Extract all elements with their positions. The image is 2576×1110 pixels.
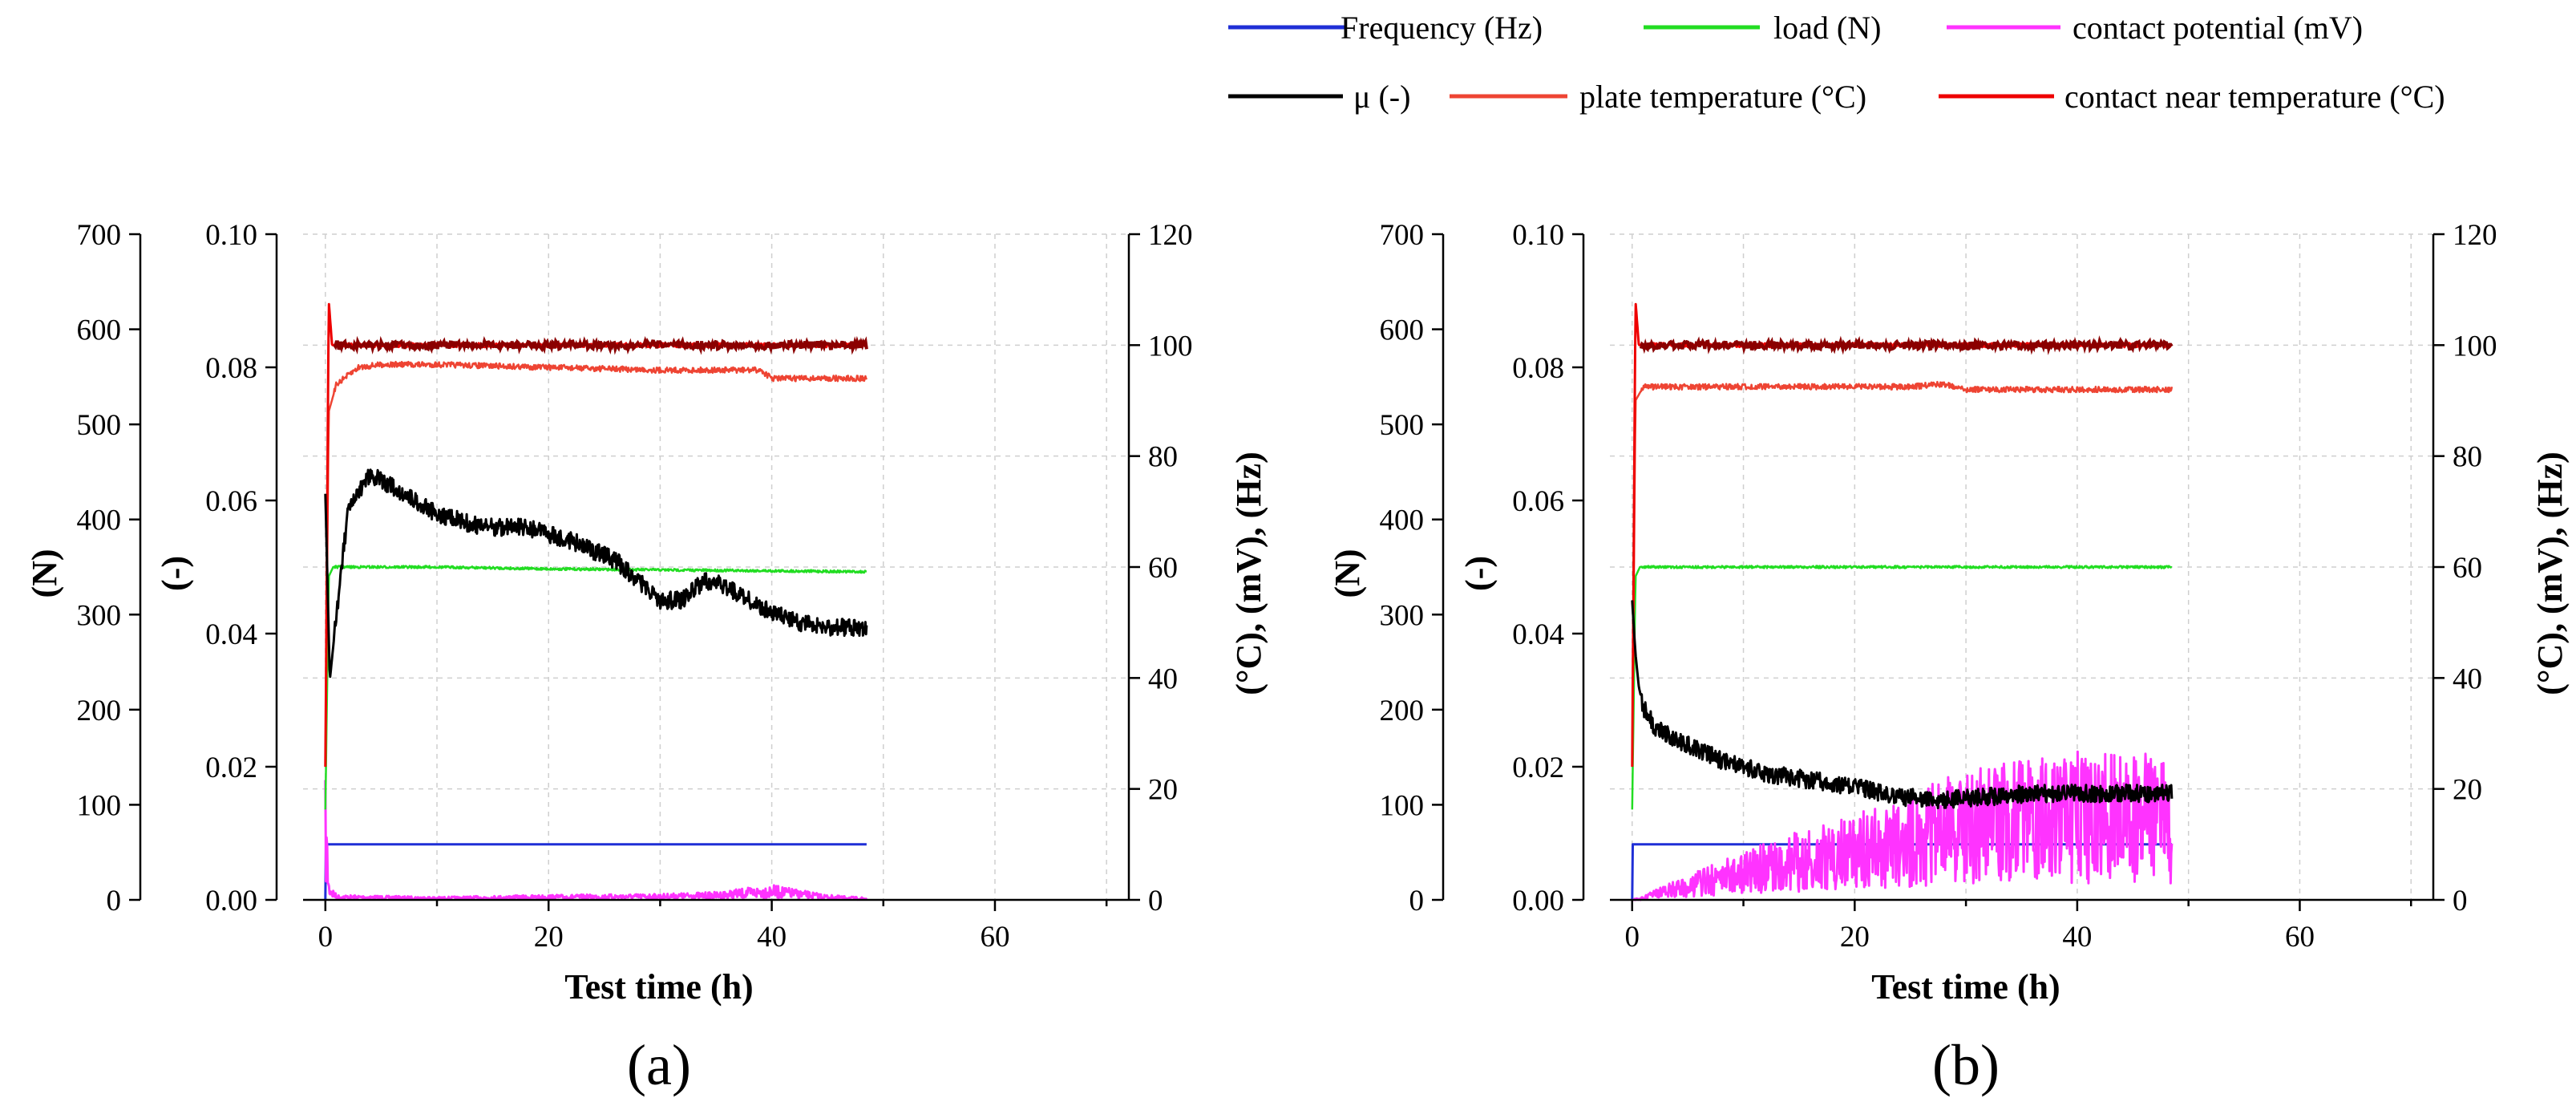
panel-b-series-potential <box>1632 750 2174 901</box>
panel-b-mu-tick-label: 0.06 <box>1512 485 1564 518</box>
legend-entry-plate-temp: plate temperature (°C) <box>1450 79 1866 115</box>
panel-b-series-contact_temp <box>1631 302 2173 768</box>
panel-a-right-tick-label: 40 <box>1148 662 1178 695</box>
panel-b-load-tick-label: 300 <box>1380 599 1425 632</box>
panel-b-right-tick-label: 120 <box>2453 219 2497 252</box>
legend-label-load: load (N) <box>1773 10 1881 46</box>
legend-label-plate-temp: plate temperature (°C) <box>1579 79 1866 115</box>
panel-a-mu-tick-label: 0.08 <box>205 352 257 385</box>
panel-b-mu-tick-label: 0.10 <box>1512 219 1564 252</box>
panel-a-x-axis-label: Test time (h) <box>564 967 753 1007</box>
panel-b-x-tick-label: 0 <box>1625 921 1640 954</box>
legend-label-mu: μ (-) <box>1353 79 1410 115</box>
panel-a: 0 20 40 6001002003004005006007000.000.020.0… <box>25 219 1268 1097</box>
panel-a-load-tick-label: 300 <box>77 599 122 632</box>
panel-a-mu-tick-label: 0.00 <box>205 885 257 918</box>
panel-b-x-axis-label: Test time (h) <box>1871 967 2060 1007</box>
panel-a-load-tick-label: 100 <box>77 789 122 822</box>
panel-a-load-tick-label: 0 <box>107 885 122 918</box>
panel-a-right-tick-label: 60 <box>1148 552 1178 585</box>
legend: Frequency (Hz) load (N) contact potentia… <box>1228 10 2445 115</box>
legend-label-potential: contact potential (mV) <box>2073 10 2363 46</box>
legend-label-frequency: Frequency (Hz) <box>1341 10 1543 46</box>
panel-b-x-tick-label: 20 <box>1840 921 1870 954</box>
panel-b-right-tick-label: 100 <box>2453 330 2497 363</box>
panel-b-x-tick-label: 60 <box>2285 921 2315 954</box>
panel-b: 0 20 40 6001002003004005006007000.000.020.0… <box>1328 219 2570 1097</box>
panel-a-mu-axis-label: (-) <box>155 556 194 591</box>
legend-entry-frequency: Frequency (Hz) <box>1228 10 1543 46</box>
panel-b-ticks: 0 20 40 6001002003004005006007000.000.020.0… <box>1380 219 2497 954</box>
panel-a-right-tick-label: 120 <box>1148 219 1193 252</box>
panel-a-series <box>324 302 868 901</box>
panel-b-mu-tick-label: 0.02 <box>1512 751 1564 784</box>
panel-b-mu-tick-label: 0.04 <box>1512 618 1564 651</box>
panel-a-ticks: 0 20 40 6001002003004005006007000.000.020.0… <box>77 219 1193 954</box>
panel-a-right-tick-label: 100 <box>1148 330 1193 363</box>
panel-a-mu-tick-label: 0.04 <box>205 618 257 651</box>
panel-a-series-contact-temp-band <box>333 335 868 355</box>
panel-a-load-tick-label: 700 <box>77 219 122 252</box>
panel-a-load-tick-label: 200 <box>77 695 122 727</box>
panel-b-label: (b) <box>1932 1033 2000 1097</box>
panel-b-load-tick-label: 500 <box>1380 409 1425 442</box>
panel-b-load-axis-label: (N) <box>1328 549 1367 598</box>
panel-b-series-contact-temp-band <box>1639 335 2174 355</box>
panel-a-right-tick-label: 80 <box>1148 441 1178 474</box>
panel-b-right-tick-label: 40 <box>2453 662 2482 695</box>
panel-b-series-mu <box>1631 600 2174 809</box>
legend-entry-contact-temp: contact near temperature (°C) <box>1939 79 2445 115</box>
panel-a-right-tick-label: 20 <box>1148 774 1178 807</box>
panel-b-x-tick-label: 40 <box>2062 921 2092 954</box>
panel-a-load-tick-label: 600 <box>77 314 122 347</box>
panel-a-series-potential <box>324 780 868 901</box>
panel-b-series <box>1631 302 2174 901</box>
panel-b-load-tick-label: 600 <box>1380 314 1425 347</box>
panel-b-load-tick-label: 400 <box>1380 504 1425 537</box>
legend-entry-mu: μ (-) <box>1228 79 1410 115</box>
panel-a-series-contact_temp <box>324 302 868 768</box>
panel-a-series-mu <box>324 468 868 679</box>
panel-b-right-tick-label: 60 <box>2453 552 2482 585</box>
panel-b-right-tick-label: 80 <box>2453 441 2482 474</box>
panel-a-x-tick-label: 40 <box>757 921 787 954</box>
panel-b-series-plate_temp <box>1631 380 2174 768</box>
panel-a-x-tick-label: 0 <box>318 921 334 954</box>
panel-b-mu-tick-label: 0.08 <box>1512 352 1564 385</box>
legend-label-contact-temp: contact near temperature (°C) <box>2064 79 2445 115</box>
legend-entry-load: load (N) <box>1644 10 1881 46</box>
panel-a-series-load <box>324 565 867 810</box>
panel-b-load-tick-label: 700 <box>1380 219 1425 252</box>
panel-a-right-axis-label: (°C), (mV), (Hz) <box>1229 452 1268 695</box>
panel-a-x-tick-label: 20 <box>534 921 564 954</box>
legend-entry-potential: contact potential (mV) <box>1947 10 2363 46</box>
panel-b-right-tick-label: 20 <box>2453 774 2482 807</box>
panel-b-mu-tick-label: 0.00 <box>1512 885 1564 918</box>
panel-a-label: (a) <box>627 1033 691 1097</box>
panel-a-right-tick-label: 0 <box>1148 885 1163 918</box>
panel-b-right-axis-label: (°C), (mV), (Hz) <box>2530 452 2570 695</box>
panel-b-load-tick-label: 0 <box>1409 885 1425 918</box>
panel-b-right-tick-label: 0 <box>2453 885 2468 918</box>
panel-b-load-tick-label: 100 <box>1380 789 1425 822</box>
panel-a-load-tick-label: 400 <box>77 504 122 537</box>
panel-b-mu-axis-label: (-) <box>1458 556 1498 591</box>
panel-a-series-plate_temp <box>324 360 868 768</box>
panel-a-mu-tick-label: 0.02 <box>205 751 257 784</box>
panel-a-load-axis-label: (N) <box>25 549 64 598</box>
panel-a-mu-tick-label: 0.06 <box>205 485 257 518</box>
panel-b-series-load <box>1631 565 2173 810</box>
panel-b-load-tick-label: 200 <box>1380 695 1425 727</box>
panel-a-x-tick-label: 60 <box>980 921 1009 954</box>
panel-a-mu-tick-label: 0.10 <box>205 219 257 252</box>
panel-a-load-tick-label: 500 <box>77 409 122 442</box>
